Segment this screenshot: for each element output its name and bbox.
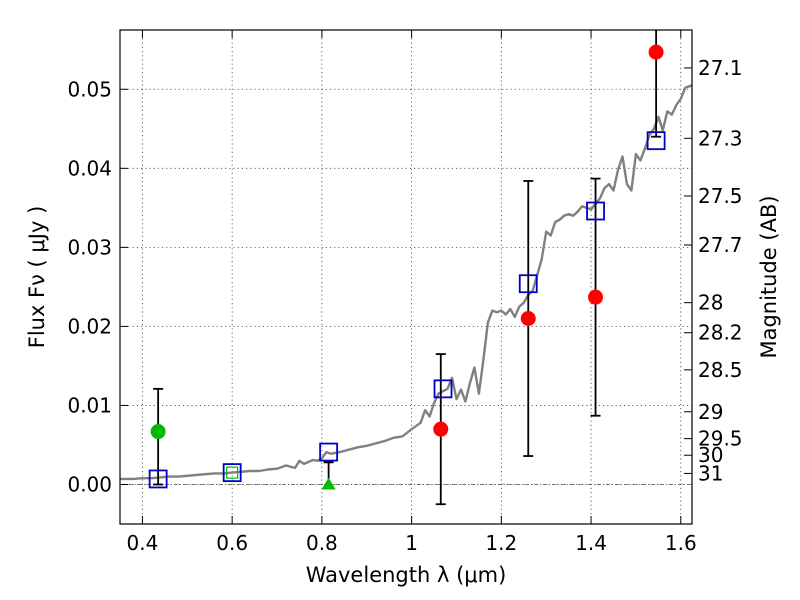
model-photometry-point bbox=[586, 201, 605, 221]
y-tick-label: 0.02 bbox=[67, 314, 112, 338]
observed-point bbox=[520, 310, 536, 326]
x-axis-label: Wavelength λ (μm) bbox=[306, 563, 507, 587]
observed-point bbox=[588, 289, 604, 305]
optical-point bbox=[150, 424, 166, 440]
model-photometry-point bbox=[319, 442, 339, 462]
x-tick-label: 1.2 bbox=[485, 531, 517, 555]
magnitude-axis-label: Magnitude (AB) bbox=[757, 195, 781, 358]
y-tick-label: 0.03 bbox=[67, 235, 112, 259]
y-tick-label: 0.01 bbox=[67, 393, 112, 417]
y-axis-label: Flux Fν ( μJy ) bbox=[25, 206, 49, 349]
model-sed-line bbox=[120, 84, 692, 481]
x-tick-label: 1.4 bbox=[575, 531, 607, 555]
magnitude-tick-label: 28 bbox=[698, 291, 723, 315]
model-photometry-point bbox=[222, 463, 242, 483]
y-tick-label: 0.05 bbox=[67, 77, 112, 101]
model-photometry-point bbox=[148, 469, 168, 489]
model-photometry-point bbox=[518, 274, 538, 294]
magnitude-tick-label: 28.5 bbox=[698, 358, 743, 382]
upper-limit-point bbox=[321, 477, 336, 490]
magnitude-tick-label: 27.1 bbox=[698, 56, 743, 80]
y-axis-ticks: 0.00 0.01 0.02 0.03 0.04 0.05 bbox=[67, 77, 128, 496]
observed-point bbox=[433, 421, 449, 437]
magnitude-tick-label: 27.7 bbox=[698, 233, 743, 257]
faint-point bbox=[226, 466, 239, 479]
magnitude-tick-label: 30 bbox=[698, 443, 723, 467]
magnitude-tick-label: 29 bbox=[698, 400, 723, 424]
x-axis-ticks: 0.4 0.6 0.8 1 1.2 1.4 1.6 bbox=[127, 30, 697, 555]
magnitude-tick-label: 27.5 bbox=[698, 184, 743, 208]
plot-frame bbox=[119, 29, 693, 525]
x-tick-label: 0.6 bbox=[216, 531, 248, 555]
x-tick-label: 0.4 bbox=[127, 531, 159, 555]
y-tick-label: 0.04 bbox=[67, 156, 112, 180]
x-tick-label: 1 bbox=[405, 531, 418, 555]
x-tick-label: 1.6 bbox=[665, 531, 697, 555]
magnitude-tick-label: 28.2 bbox=[698, 321, 743, 345]
magnitude-tick-label: 27.3 bbox=[698, 126, 743, 150]
x-tick-label: 0.8 bbox=[306, 531, 338, 555]
magnitude-tick-label: 31 bbox=[698, 461, 723, 485]
magnitude-tick-label: 29.5 bbox=[698, 427, 743, 451]
observed-point bbox=[648, 44, 664, 60]
data-markers bbox=[148, 44, 666, 490]
model-photometry-point bbox=[433, 379, 453, 399]
model-photometry-point bbox=[646, 131, 666, 151]
y-tick-label: 0.00 bbox=[67, 472, 112, 496]
